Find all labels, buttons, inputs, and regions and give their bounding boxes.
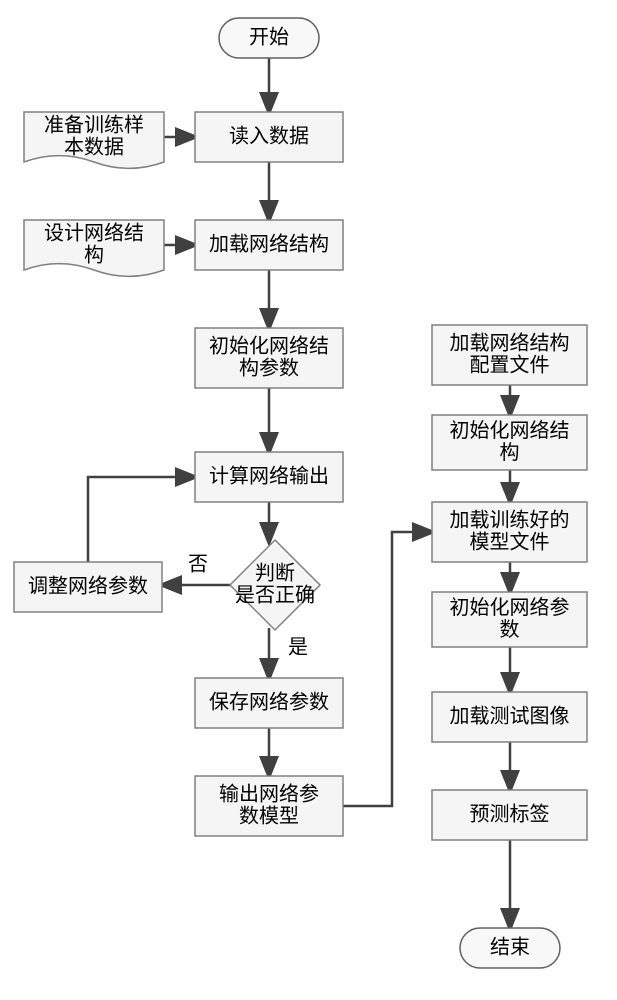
edge-adjust-compute [88, 477, 195, 562]
r_loadcfg-text: 配置文件 [470, 353, 550, 376]
output-text: 输出网络参 [219, 782, 319, 805]
r_predict-text: 预测标签 [470, 802, 550, 825]
flowchart-canvas: 开始读入数据准备训练样本数据加载网络结构设计网络结构初始化网络结构参数计算网络输… [0, 0, 617, 1000]
node-read: 读入数据 [195, 112, 343, 162]
r_initparam-text: 初始化网络参 [450, 596, 570, 619]
node-prep: 准备训练样本数据 [24, 112, 164, 168]
adjust-text: 调整网络参数 [28, 574, 148, 597]
node-r_loadmodel: 加载训练好的模型文件 [432, 502, 587, 562]
r_initparam-text: 数 [500, 618, 520, 641]
node-end: 结束 [460, 928, 560, 968]
design-text: 设计网络结 [44, 221, 144, 244]
node-r_predict: 预测标签 [432, 790, 587, 840]
initparam-text: 构参数 [239, 356, 299, 379]
r_loadmodel-text: 加载训练好的 [450, 508, 570, 531]
node-r_loadcfg: 加载网络结构配置文件 [432, 325, 587, 385]
save-text: 保存网络参数 [209, 690, 329, 713]
decision-text: 判断 [255, 561, 295, 584]
prep-text: 本数据 [64, 135, 124, 158]
output-text: 数模型 [239, 804, 299, 827]
edge-label-7: 否 [188, 553, 208, 575]
r_loadcfg-text: 加载网络结构 [450, 331, 570, 354]
node-initparam: 初始化网络结构参数 [195, 328, 343, 388]
end-text: 结束 [490, 935, 530, 958]
design-text: 构 [84, 243, 104, 266]
node-design: 设计网络结构 [24, 220, 164, 276]
node-start: 开始 [219, 18, 319, 58]
r_loadmodel-text: 模型文件 [470, 530, 550, 553]
node-adjust: 调整网络参数 [14, 562, 162, 612]
r_loadimg-text: 加载测试图像 [450, 704, 570, 727]
node-compute: 计算网络输出 [195, 452, 343, 502]
read-text: 读入数据 [229, 124, 309, 147]
node-r_loadimg: 加载测试图像 [432, 692, 587, 742]
node-decision: 判断是否正确 [230, 540, 320, 630]
node-loadnet: 加载网络结构 [195, 220, 343, 270]
start-text: 开始 [249, 25, 289, 48]
loadnet-text: 加载网络结构 [209, 232, 329, 255]
compute-text: 计算网络输出 [209, 464, 329, 487]
r_initnet-text: 初始化网络结 [450, 419, 570, 442]
decision-text: 是否正确 [235, 583, 315, 606]
r_initnet-text: 构 [500, 441, 520, 464]
prep-text: 准备训练样 [44, 113, 144, 136]
initparam-text: 初始化网络结 [209, 334, 329, 357]
node-output: 输出网络参数模型 [195, 776, 343, 836]
edge-output-r_loadmodel [343, 532, 432, 806]
node-r_initnet: 初始化网络结构 [432, 415, 587, 470]
edge-label-9: 是 [288, 636, 308, 658]
node-save: 保存网络参数 [195, 678, 343, 728]
node-r_initparam: 初始化网络参数 [432, 592, 587, 647]
